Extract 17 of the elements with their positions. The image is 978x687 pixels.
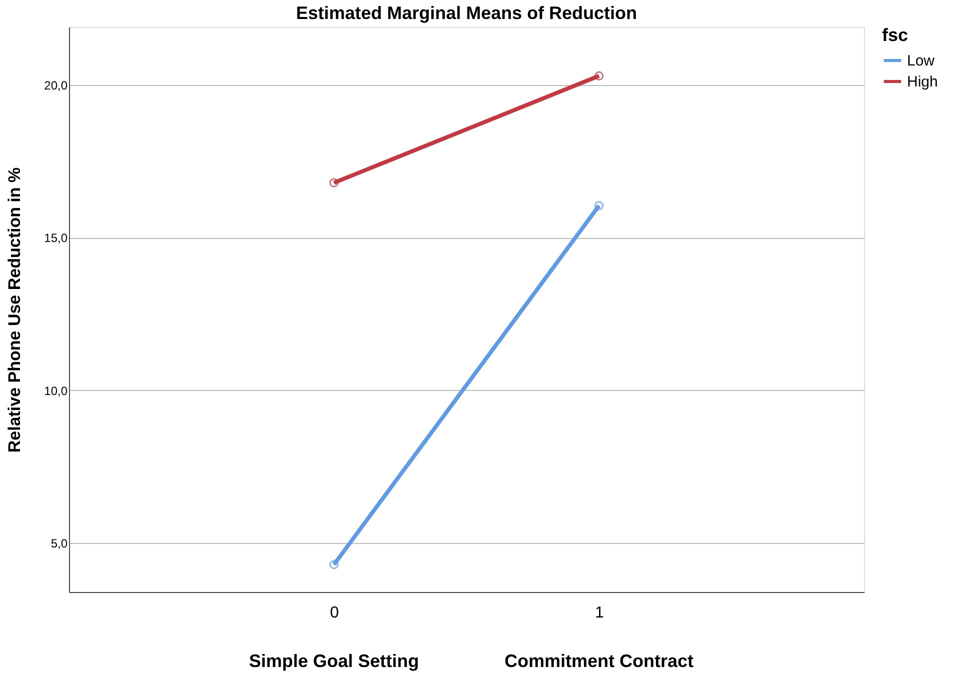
x-tick-label: 0: [330, 604, 340, 622]
point: [329, 560, 339, 570]
legend-title: fsc: [882, 25, 908, 45]
text: Commitment Contract: [504, 651, 694, 671]
y-tick-label: 10,0: [44, 384, 68, 398]
legend-label: High: [907, 74, 938, 90]
text: Simple Goal Setting: [248, 651, 420, 671]
point: [329, 178, 339, 188]
chart-title: Estimated Marginal Means of Reduction: [296, 3, 638, 23]
y-tick-label: 15,0: [44, 231, 68, 246]
x-tick-label: 1: [595, 604, 604, 622]
y-tick-label: 20,0: [44, 78, 68, 93]
legend-label: Low: [907, 52, 935, 70]
y-axis-title: Relative Phone Use Reduction in %: [5, 167, 24, 453]
y-tick-label: 5,0: [50, 536, 68, 551]
point: [594, 71, 604, 80]
point: [594, 201, 604, 210]
